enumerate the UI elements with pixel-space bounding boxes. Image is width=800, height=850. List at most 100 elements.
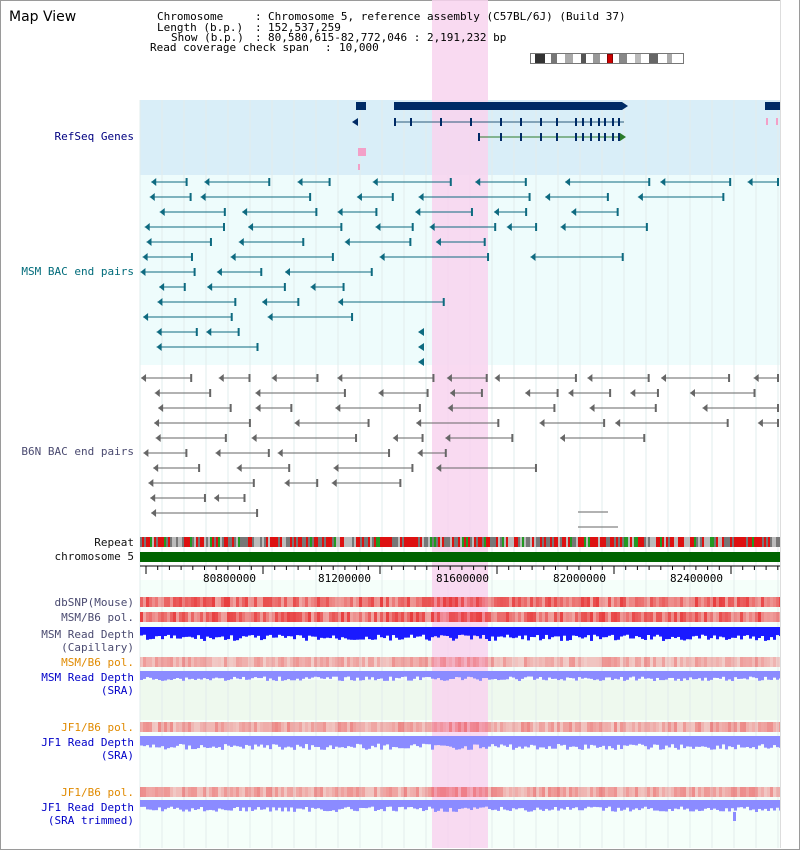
track-label-refseq[interactable]: RefSeq Genes [54, 130, 134, 143]
track-label-msm-pol-1[interactable]: MSM/B6 pol. [61, 611, 134, 624]
msm-pol-mark [374, 657, 377, 667]
msm-depth-sra-bar [719, 671, 722, 679]
jf1-depth-sra-bar [560, 736, 563, 746]
msm-pol-mark [638, 612, 641, 622]
b6n-bac-pair-end [378, 389, 384, 397]
jf1-depth-trimmed-bar [548, 800, 551, 811]
jf1-pol-mark [260, 722, 263, 732]
jf1-depth-trimmed-bar [629, 800, 632, 812]
jf1-pol-mark [317, 722, 320, 732]
jf1-depth-trimmed-bar [539, 800, 542, 810]
msm-pol-mark [311, 612, 314, 622]
jf1-depth-sra-bar [269, 736, 272, 750]
b6n-bac-pair-end [445, 434, 451, 442]
dbsnp-mark [383, 597, 386, 607]
track-label-dbsnp[interactable]: dbSNP(Mouse) [54, 596, 134, 609]
repeat-mark [486, 537, 488, 547]
msm-pol-mark [401, 612, 404, 622]
jf1-pol-mark [386, 787, 389, 797]
repeat-mark [412, 537, 414, 547]
msm-pol-mark [248, 612, 251, 622]
dbsnp-mark [449, 597, 452, 607]
jf1-depth-sra-bar [776, 736, 779, 748]
jf1-pol-mark [506, 787, 509, 797]
track-label-msm-pol-2[interactable]: MSM/B6 pol. [61, 656, 134, 669]
jf1-pol-mark [695, 722, 698, 732]
dbsnp-mark [407, 597, 410, 607]
msm-pol-mark [227, 612, 230, 622]
jf1-depth-sra-bar [233, 736, 236, 746]
msm-pol-mark [725, 657, 728, 667]
dbsnp-mark [419, 597, 422, 607]
msm-depth-sra-bar [215, 671, 218, 678]
repeat-mark [150, 537, 152, 547]
msm-pol-mark [317, 612, 320, 622]
b6n-bac-pair-end [150, 494, 156, 502]
dbsnp-mark [182, 597, 185, 607]
msm-pol-mark [518, 657, 521, 667]
jf1-pol-mark [269, 722, 272, 732]
msm-depth-sra-bar [167, 671, 170, 680]
msm-depth-capillary-bar [428, 627, 431, 641]
msm-pol-mark [767, 612, 770, 622]
track-label-jf1-pol-1[interactable]: JF1/B6 pol. [61, 721, 134, 734]
msm-pol-mark [359, 612, 362, 622]
msm-bac-pair-end [222, 223, 225, 231]
jf1-pol-mark [239, 787, 242, 797]
jf1-depth-trimmed-bar [689, 800, 692, 812]
track-label-msm-depth-capillary[interactable]: MSM Read Depth [41, 628, 134, 641]
jf1-pol-mark [503, 722, 506, 732]
msm-pol-mark [143, 657, 146, 667]
msm-depth-sra-bar [500, 671, 503, 680]
repeat-mark [144, 537, 146, 547]
repeat-mark [200, 537, 202, 547]
jf1-depth-sra-bar [413, 736, 416, 745]
msm-pol-mark [713, 612, 716, 622]
chromosome-ideogram[interactable] [530, 53, 684, 64]
b6n-bac-pair-end [355, 434, 358, 442]
jf1-pol-mark [191, 722, 194, 732]
track-label-repeat[interactable]: Repeat [94, 536, 134, 549]
msm-depth-capillary-bar [212, 627, 215, 640]
msm-pol-mark [677, 612, 680, 622]
repeat-mark [358, 537, 360, 547]
msm-depth-capillary-bar [611, 627, 614, 635]
jf1-pol-mark [428, 787, 431, 797]
vertical-scrollbar[interactable] [780, 0, 799, 848]
msm-pol-mark [569, 657, 572, 667]
track-label-jf1-pol-2[interactable]: JF1/B6 pol. [61, 786, 134, 799]
exon [575, 133, 577, 141]
msm-pol-mark [608, 657, 611, 667]
jf1-depth-trimmed-bar [755, 800, 758, 812]
msm-pol-mark [356, 612, 359, 622]
repeat-mark [558, 537, 560, 547]
jf1-pol-mark [680, 787, 683, 797]
track-label-msm-bac[interactable]: MSM BAC end pairs [21, 265, 134, 278]
msm-depth-capillary-bar [500, 627, 503, 637]
jf1-pol-mark [308, 722, 311, 732]
jf1-depth-trimmed-bar [251, 800, 254, 812]
track-label-chromosome[interactable]: chromosome 5 [54, 550, 134, 563]
track-label-b6n-bac[interactable]: B6N BAC end pairs [21, 445, 134, 458]
b6n-bac-pair-end [155, 434, 161, 442]
msm-bac-pair-end [411, 223, 414, 231]
jf1-pol-mark [191, 787, 194, 797]
jf1-depth-trimmed-bar [662, 800, 665, 812]
track-label-jf1-depth-sra[interactable]: JF1 Read Depth [41, 736, 134, 749]
msm-depth-sra-bar [233, 671, 236, 677]
msm-depth-sra-bar [248, 671, 251, 680]
jf1-pol-mark [455, 722, 458, 732]
repeat-mark [380, 537, 382, 547]
repeat-mark [232, 537, 234, 547]
repeat-mark [522, 537, 524, 547]
track-label-msm-depth-sra[interactable]: MSM Read Depth [41, 671, 134, 684]
jf1-depth-sra-bar [239, 736, 242, 747]
msm-pol-mark [398, 612, 401, 622]
track-label-jf1-depth-trimmed[interactable]: JF1 Read Depth [41, 801, 134, 814]
repeat-mark [436, 537, 438, 547]
repeat-mark [580, 537, 582, 547]
gene-block [358, 148, 366, 156]
jf1-pol-mark [701, 722, 704, 732]
repeat-mark [176, 537, 178, 547]
